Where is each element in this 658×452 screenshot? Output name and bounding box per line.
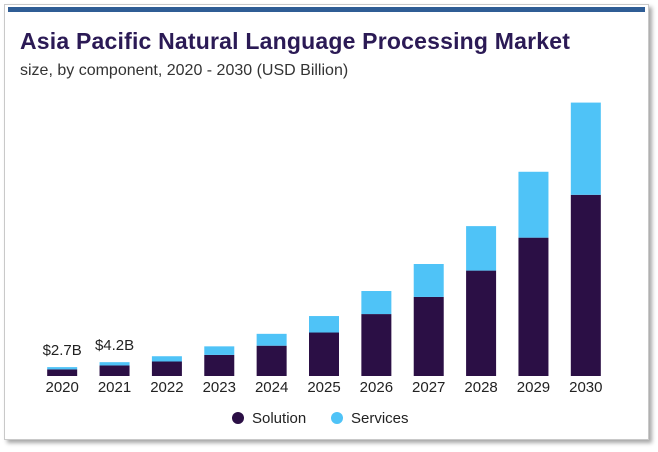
bar-services-2030 xyxy=(570,102,601,195)
bar-solution-2026 xyxy=(361,314,392,376)
x-tick-label-2025: 2025 xyxy=(307,379,340,396)
x-tick-label-2022: 2022 xyxy=(150,379,183,396)
bar-solution-2029 xyxy=(518,237,549,376)
bar-services-2021 xyxy=(99,362,130,366)
bar-solution-2024 xyxy=(256,345,287,376)
bar-services-2024 xyxy=(256,333,287,346)
bar-services-2022 xyxy=(151,356,182,362)
bar-solution-2021 xyxy=(99,365,130,376)
bar-solution-2020 xyxy=(47,369,78,376)
legend-marker-services xyxy=(331,412,343,424)
x-tick-label-2026: 2026 xyxy=(360,379,393,396)
legend-label-solution: Solution xyxy=(252,410,306,427)
x-tick-label-2023: 2023 xyxy=(203,379,236,396)
legend-label-services: Services xyxy=(351,410,409,427)
bar-solution-2030 xyxy=(570,194,601,376)
bar-solution-2023 xyxy=(204,354,235,376)
x-tick-label-2020: 2020 xyxy=(45,379,78,396)
x-tick-label-2027: 2027 xyxy=(412,379,445,396)
bar-solution-2027 xyxy=(413,296,444,376)
bar-services-2023 xyxy=(204,346,235,355)
x-tick-label-2021: 2021 xyxy=(98,379,131,396)
x-tick-label-2028: 2028 xyxy=(464,379,497,396)
bar-solution-2025 xyxy=(309,332,339,376)
bar-services-2028 xyxy=(466,226,497,271)
bar-solution-2022 xyxy=(151,361,182,376)
x-tick-label-2029: 2029 xyxy=(517,379,550,396)
bar-services-2026 xyxy=(361,291,392,315)
bar-services-2025 xyxy=(309,316,339,333)
chart-subtitle: size, by component, 2020 - 2030 (USD Bil… xyxy=(20,62,349,79)
bar-solution-2028 xyxy=(466,270,497,376)
bar-services-2029 xyxy=(518,171,549,238)
bar-services-2027 xyxy=(413,264,444,297)
legend-marker-solution xyxy=(232,412,244,424)
data-label-2021: $4.2B xyxy=(95,337,134,354)
accent-bar xyxy=(8,7,645,12)
bar-services-2020 xyxy=(47,367,78,370)
data-label-2020: $2.7B xyxy=(43,342,82,359)
x-tick-label-2024: 2024 xyxy=(255,379,288,396)
chart-title: Asia Pacific Natural Language Processing… xyxy=(20,28,571,54)
x-tick-label-2030: 2030 xyxy=(569,379,602,396)
